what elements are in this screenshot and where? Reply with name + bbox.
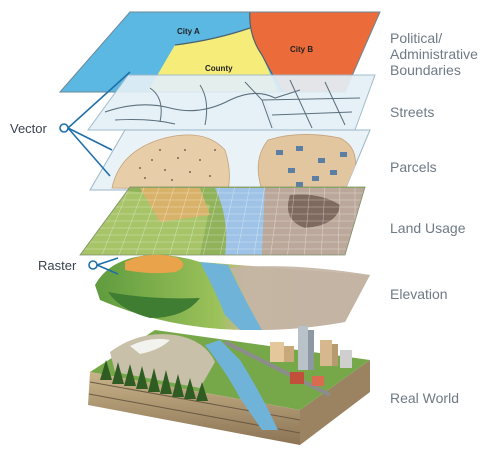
county-label: County xyxy=(205,64,233,73)
layer-label-real-world: Real World xyxy=(390,390,459,406)
layer-label-political-line1: Political/ xyxy=(390,30,442,46)
raster-label: Raster xyxy=(38,258,77,273)
raster-group-bracket xyxy=(88,257,119,275)
layer-label-streets: Streets xyxy=(390,104,434,120)
layer-label-elevation: Elevation xyxy=(390,286,448,302)
layer-parcels xyxy=(89,129,371,191)
raster-node xyxy=(88,260,98,270)
layer-label-political-line3: Boundaries xyxy=(390,62,461,78)
parcel-hill-right xyxy=(257,134,356,190)
layer-streets xyxy=(87,74,376,131)
vector-group-bracket xyxy=(59,71,131,177)
layer-label-political-line2: Administrative xyxy=(390,46,478,62)
parcel-hill-left xyxy=(111,134,230,190)
layer-real-world xyxy=(88,326,370,445)
layer-label-parcels: Parcels xyxy=(390,159,437,175)
layer-elevation xyxy=(95,254,370,330)
vector-label: Vector xyxy=(10,121,48,136)
layer-land-usage xyxy=(79,186,366,256)
city-a-label: City A xyxy=(177,27,200,36)
city-b-label: City B xyxy=(290,45,313,54)
layer-labels: Political/ Administrative Boundaries Str… xyxy=(390,30,478,406)
vector-node xyxy=(59,123,69,133)
layer-label-land-usage: Land Usage xyxy=(390,220,466,236)
